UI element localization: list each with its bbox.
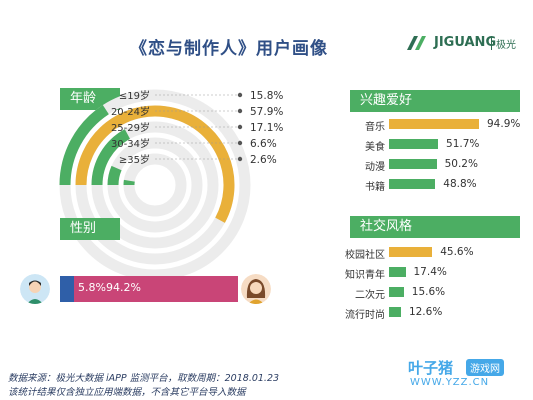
bar-mark xyxy=(389,267,406,277)
bar-row: 流行时尚 12.6% xyxy=(335,304,530,321)
bar-row: 知识青年 17.4% xyxy=(335,264,530,281)
age-leader-dot xyxy=(237,140,243,146)
age-arc xyxy=(107,165,122,186)
interests-bar-chart: 音乐 94.9% 美食 51.7% 动漫 50.2% 书籍 48.8% xyxy=(335,116,530,196)
age-arc xyxy=(75,105,235,223)
age-category-label: 25-29岁 xyxy=(111,121,150,134)
age-radial-chart: ≤19岁 15.8% 20-24岁 57.9% 25-29岁 17.1% 30-34岁 6.6… xyxy=(59,89,283,281)
bar-mark xyxy=(389,287,404,297)
bar-value-label: 94.9% xyxy=(487,118,521,130)
watermark-name: 叶子猪 xyxy=(408,359,454,377)
age-leader-dot xyxy=(237,108,243,114)
logo-brand: JIGUANG xyxy=(434,35,497,50)
bar-row: 校园社区 45.6% xyxy=(335,244,530,261)
age-leader-dot xyxy=(237,124,243,130)
age-category-label: 30-34岁 xyxy=(111,137,150,150)
age-arc xyxy=(59,105,109,186)
watermark-badge: 游戏网 xyxy=(466,359,504,376)
bar-category-label: 音乐 xyxy=(365,122,385,133)
bar-value-label: 15.6% xyxy=(411,286,446,298)
age-ring-track xyxy=(123,153,187,217)
gender-male-segment xyxy=(60,276,74,302)
interests-section-label: 兴趣爱好 xyxy=(350,90,520,112)
age-leader-dot xyxy=(237,156,243,162)
bar-mark xyxy=(389,139,439,149)
yzz-watermark: 叶子猪 游戏网 WWW.YZZ.CN xyxy=(408,357,528,391)
age-value-label: 57.9% xyxy=(250,106,283,118)
age-value-label: 2.6% xyxy=(250,154,277,166)
age-category-label: ≥35岁 xyxy=(119,153,150,166)
bar-value-label: 50.2% xyxy=(444,158,478,170)
female-avatar-icon xyxy=(241,274,271,304)
bar-mark xyxy=(389,247,433,257)
bar-value-label: 48.8% xyxy=(443,178,477,190)
bar-row: 二次元 15.6% xyxy=(335,284,530,301)
bar-category-label: 二次元 xyxy=(355,290,385,301)
bar-mark xyxy=(389,159,437,169)
age-value-label: 15.8% xyxy=(250,90,283,102)
social-section-label: 社交风格 xyxy=(350,216,520,238)
jiguang-logo: JIGUANG 极光 xyxy=(404,30,522,56)
bar-row: 音乐 94.9% xyxy=(335,116,530,133)
gender-female-value: 94.2% xyxy=(106,281,141,294)
gender-male-value: 5.8% xyxy=(78,281,106,294)
male-avatar-icon xyxy=(20,274,50,304)
logo-brand-cn: 极光 xyxy=(496,40,516,51)
gender-female-segment xyxy=(74,276,238,302)
female-avatar xyxy=(241,274,271,304)
age-leader-dot xyxy=(237,92,243,98)
bar-mark xyxy=(389,307,401,317)
bar-value-label: 45.6% xyxy=(440,246,474,258)
age-value-label: 6.6% xyxy=(250,138,277,150)
jiguang-logo-icon xyxy=(407,36,426,50)
bar-value-label: 12.6% xyxy=(408,306,443,318)
bar-value-label: 51.7% xyxy=(446,138,480,150)
source-note-line1: 数据来源：极光大数据 iAPP 监测平台，取数周期：2018.01.23 xyxy=(8,373,280,384)
bar-category-label: 美食 xyxy=(365,142,385,153)
bar-category-label: 校园社区 xyxy=(345,250,385,261)
page-title: 《恋与制作人》用户画像 xyxy=(130,39,328,59)
bar-row: 动漫 50.2% xyxy=(335,156,530,173)
bar-value-label: 17.4% xyxy=(413,266,447,278)
social-bar-chart: 校园社区 45.6% 知识青年 17.4% 二次元 15.6% 流行时尚 12.6% xyxy=(335,244,530,324)
watermark-url: WWW.YZZ.CN xyxy=(410,377,490,388)
gender-bar: 5.8% 94.2% xyxy=(60,276,238,302)
bar-category-label: 知识青年 xyxy=(345,270,385,281)
source-note-line2: 该统计结果仅含独立应用端数据，不含其它平台导入数据 xyxy=(8,387,246,398)
age-category-label: 20-24岁 xyxy=(111,105,150,118)
bar-category-label: 书籍 xyxy=(365,182,385,193)
bar-row: 美食 51.7% xyxy=(335,136,530,153)
age-value-label: 17.1% xyxy=(250,122,283,134)
male-avatar xyxy=(20,274,50,304)
bar-mark xyxy=(389,179,436,189)
age-arc xyxy=(91,129,131,186)
gender-section-label: 性别 xyxy=(60,218,120,240)
bar-mark xyxy=(389,119,479,129)
bar-category-label: 流行时尚 xyxy=(345,310,385,321)
bar-category-label: 动漫 xyxy=(365,162,385,173)
logo-divider xyxy=(491,36,492,50)
bar-row: 书籍 48.8% xyxy=(335,176,530,193)
age-category-label: ≤19岁 xyxy=(119,89,150,102)
